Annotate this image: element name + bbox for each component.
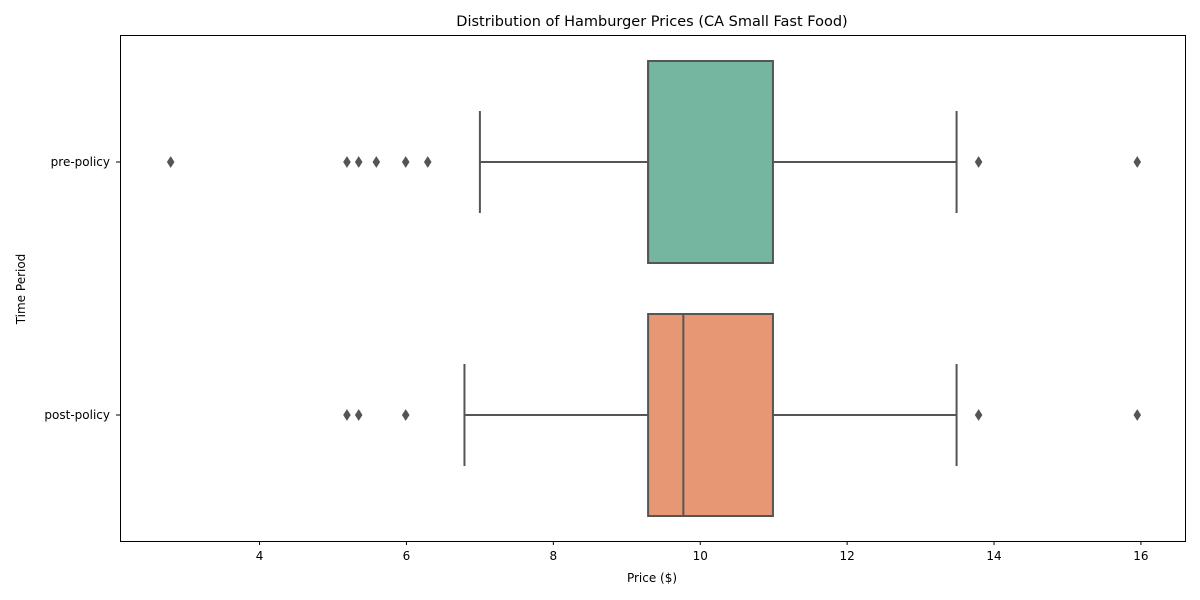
iqr-box — [647, 313, 774, 517]
x-tick-label: 8 — [550, 549, 558, 563]
y-axis: pre-policy post-policy — [44, 155, 120, 422]
x-tick-label: 14 — [986, 549, 1001, 563]
x-tick-label: 12 — [839, 549, 854, 563]
outlier-point — [343, 156, 351, 168]
outlier-point — [974, 409, 983, 421]
outlier-point — [401, 409, 410, 421]
plot-frame — [120, 35, 1186, 542]
chart-title: Distribution of Hamburger Prices (CA Sma… — [456, 14, 847, 30]
outlier-point — [1133, 409, 1142, 421]
outlier-point — [372, 156, 381, 168]
x-tick-label: 4 — [256, 549, 264, 563]
x-tick-label: 6 — [403, 549, 411, 563]
box-group-pre-policy — [166, 60, 1142, 264]
y-tick-label-pre-policy: pre-policy — [51, 155, 110, 169]
iqr-box — [647, 60, 774, 264]
y-axis-label: Time Period — [14, 254, 28, 326]
outlier-point — [343, 409, 351, 421]
x-tick-label: 10 — [693, 549, 708, 563]
box-group-post-policy — [343, 313, 1142, 517]
outlier-point — [1133, 156, 1142, 168]
plot-area — [166, 60, 1142, 517]
y-tick-label-post-policy: post-policy — [44, 408, 110, 422]
outlier-point — [423, 156, 432, 168]
outlier-point — [401, 156, 410, 168]
x-tick-label: 16 — [1133, 549, 1148, 563]
outlier-point — [166, 156, 175, 168]
outlier-point — [354, 156, 363, 168]
x-axis-label: Price ($) — [627, 571, 677, 585]
outlier-point — [974, 156, 983, 168]
x-axis: 4 6 8 10 12 14 16 — [256, 541, 1149, 563]
outlier-point — [354, 409, 363, 421]
